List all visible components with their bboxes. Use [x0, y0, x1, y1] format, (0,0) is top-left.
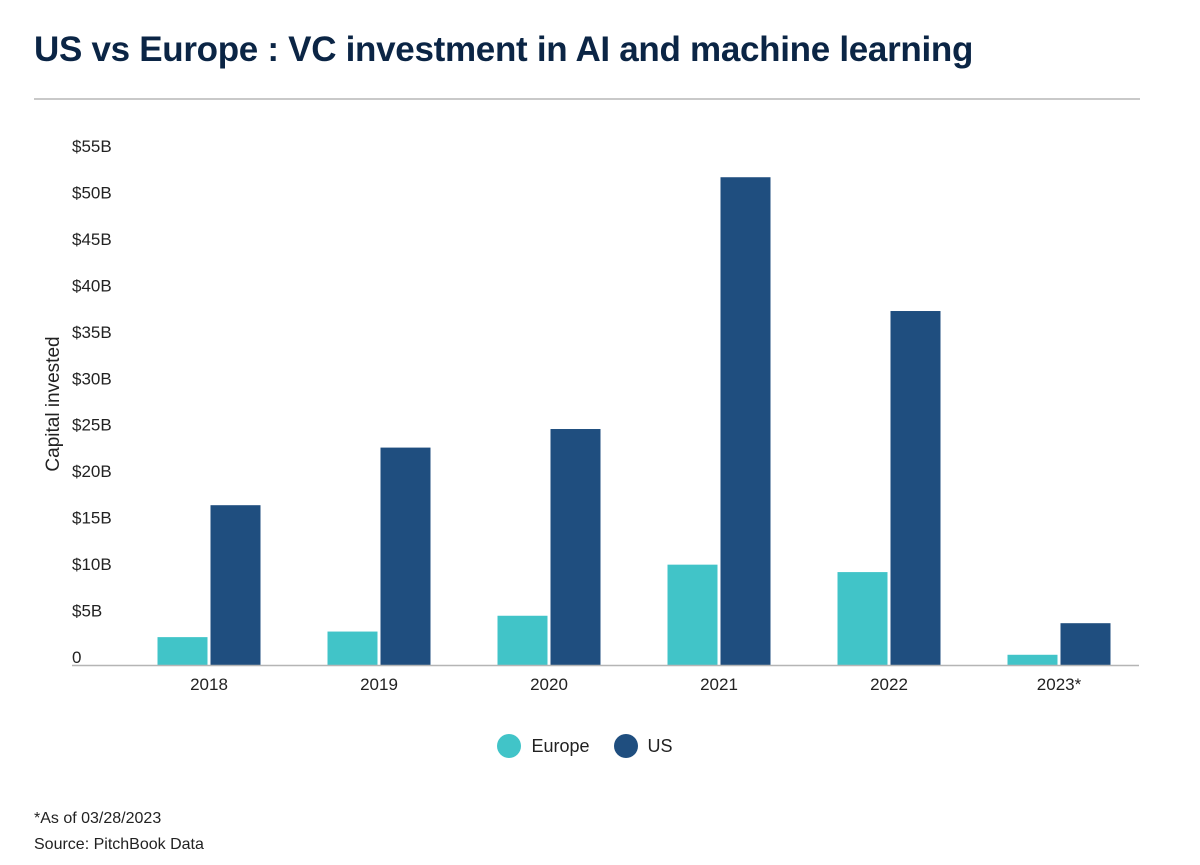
bar-us-2021 [720, 177, 771, 665]
legend-item-us: US [613, 734, 673, 758]
legend-label-europe: Europe [531, 735, 590, 756]
bar-us-2019 [380, 447, 431, 665]
footnote: *As of 03/28/2023 [34, 810, 162, 827]
bar-europe-2018 [157, 637, 208, 665]
y-tick-label: $20B [72, 462, 112, 481]
y-axis-ticks: 0 $5B $10B $15B $20B $25B $30B $35B $40B $45B $50B… [72, 137, 112, 667]
x-tick-label: 2020 [530, 675, 568, 694]
bar-us-2018 [210, 505, 261, 665]
y-tick-label: $55B [72, 137, 112, 156]
x-tick-label: 2018 [190, 675, 228, 694]
y-tick-label: $45B [72, 230, 112, 249]
legend-item-europe: Europe [497, 734, 590, 758]
bar-us-2023 [1060, 623, 1111, 665]
x-axis-ticks: 2018 2019 2020 2021 2022 2023* [190, 675, 1082, 694]
title-divider [34, 98, 1140, 100]
legend-swatch-us [613, 734, 638, 758]
legend-swatch-europe [497, 734, 522, 758]
y-tick-label: 0 [72, 648, 81, 667]
y-tick-label: $25B [72, 416, 112, 435]
legend-label-us: US [647, 735, 673, 756]
y-tick-label: $15B [72, 509, 112, 528]
y-tick-label: $5B [72, 602, 102, 621]
bar-us-2020 [550, 429, 601, 665]
y-tick-label: $30B [72, 369, 112, 388]
legend: Europe US [0, 734, 1170, 758]
y-tick-label: $50B [72, 183, 112, 202]
y-tick-label: $35B [72, 323, 112, 342]
bar-europe-2020 [497, 615, 548, 665]
x-tick-label: 2022 [870, 675, 908, 694]
source-note: Source: PitchBook Data [34, 836, 204, 853]
bar-europe-2022 [837, 572, 888, 665]
x-tick-label: 2023* [1037, 675, 1082, 694]
x-tick-label: 2019 [360, 675, 398, 694]
x-tick-label: 2021 [700, 675, 738, 694]
bars [157, 177, 1111, 665]
bar-us-2022 [890, 311, 941, 665]
bar-europe-2019 [327, 631, 378, 665]
bar-europe-2021 [667, 564, 718, 665]
y-tick-label: $40B [72, 276, 112, 295]
y-axis-title: Capital invested [43, 336, 64, 471]
y-tick-label: $10B [72, 555, 112, 574]
bar-europe-2023 [1007, 654, 1058, 665]
chart-title: US vs Europe : VC investment in AI and m… [34, 30, 974, 69]
